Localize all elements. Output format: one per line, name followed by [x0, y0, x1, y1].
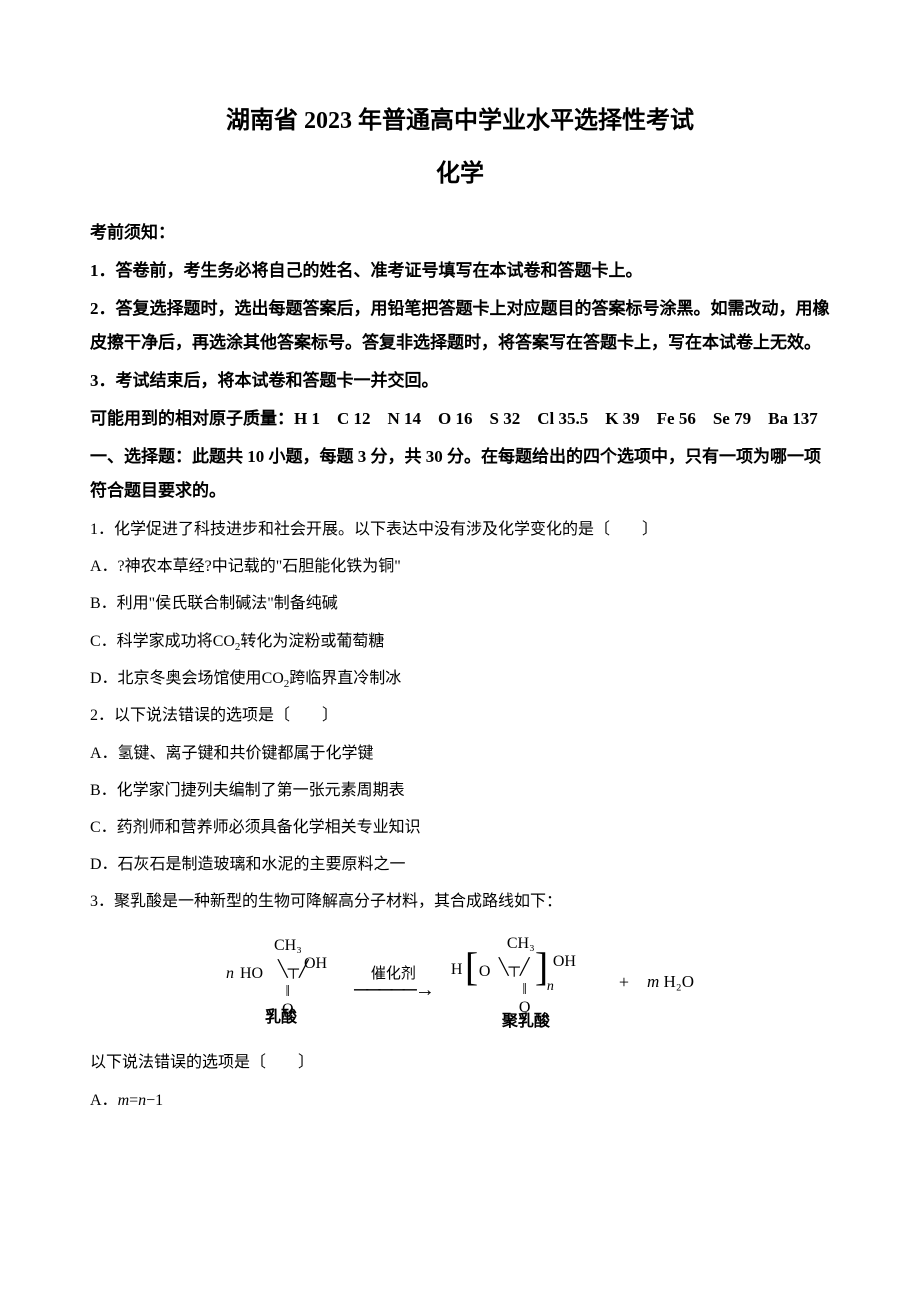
lactic-acid-structure: n HO CH₃ ╲┬╱ OH ‖O [226, 937, 336, 999]
exam-title-main: 湖南省 2023 年普通高中学业水平选择性考试 [90, 100, 830, 135]
q3-a-m: m [118, 1092, 130, 1109]
q1-option-b: B．利用"侯氏联合制碱法"制备纯碱 [90, 586, 830, 621]
water-product: m H₂O [647, 972, 694, 992]
polylactic-structure: H [ O CH₃ ╲┬╱ ‖O ] n OH [451, 933, 601, 1003]
q3-stem: 3．聚乳酸是一种新型的生物可降解高分子材料，其合成路线如下： [90, 884, 830, 919]
instructions-header: 考前须知： [90, 216, 830, 250]
q1-d-pre: D．北京冬奥会场馆使用 [90, 670, 262, 687]
q2-option-a: A．氢键、离子键和共价键都属于化学键 [90, 736, 830, 771]
instruction-item-2: 2．答复选择题时，选出每题答案后，用铅笔把答题卡上对应题目的答案标号涂黑。如需改… [90, 292, 830, 360]
exam-title-sub: 化学 [90, 153, 830, 188]
q1-option-a: A．?神农本草经?中记载的"石胆能化铁为铜" [90, 549, 830, 584]
co2-formula-2: CO [262, 670, 284, 687]
instruction-item-3: 3．考试结束后，将本试卷和答题卡一并交回。 [90, 364, 830, 398]
instruction-item-1: 1．答卷前，考生务必将自己的姓名、准考证号填写在本试卷和答题卡上。 [90, 254, 830, 288]
reactant-molecule: n HO CH₃ ╲┬╱ OH ‖O 乳酸 [226, 937, 336, 1027]
q1-c-post: 转化为淀粉或葡萄糖 [240, 633, 384, 650]
atomic-mass-line: 可能用到的相对原子质量：H 1 C 12 N 14 O 16 S 32 Cl 3… [90, 402, 830, 436]
q1-option-d: D．北京冬奥会场馆使用CO2跨临界直冷制冰 [90, 661, 830, 696]
q3-a-post: −1 [146, 1092, 163, 1109]
q2-option-c: C．药剂师和营养师必须具备化学相关专业知识 [90, 810, 830, 845]
product-molecule: H [ O CH₃ ╲┬╱ ‖O ] n OH 聚乳酸 [451, 933, 601, 1031]
section-1-header: 一、选择题：此题共 10 小题，每题 3 分，共 30 分。在每题给出的四个选项… [90, 440, 830, 508]
q3-reaction-scheme: n HO CH₃ ╲┬╱ OH ‖O 乳酸 催化剂 ─────→ H [ O C… [90, 933, 830, 1031]
reaction-arrow: 催化剂 ─────→ [354, 962, 433, 1002]
water-formula: H₂O [664, 972, 694, 991]
q1-c-pre: C．科学家成功将 [90, 633, 213, 650]
q1-option-c: C．科学家成功将CO2转化为淀粉或葡萄糖 [90, 624, 830, 659]
q3-followup: 以下说法错误的选项是〔 〕 [90, 1045, 830, 1080]
q3-a-pre: A． [90, 1092, 118, 1109]
q2-option-b: B．化学家门捷列夫编制了第一张元素周期表 [90, 773, 830, 808]
q2-stem: 2．以下说法错误的选项是〔 〕 [90, 698, 830, 733]
q3-a-eq: = [129, 1092, 138, 1109]
q2-option-d: D．石灰石是制造玻璃和水泥的主要原料之一 [90, 847, 830, 882]
q3-a-n: n [138, 1092, 146, 1109]
q3-option-a: A．m=n−1 [90, 1083, 830, 1118]
co2-formula: CO [213, 633, 235, 650]
q1-d-post: 跨临界直冷制冰 [289, 670, 401, 687]
q1-stem: 1．化学促进了科技进步和社会开展。以下表达中没有涉及化学变化的是〔 〕 [90, 512, 830, 547]
plus-sign: + [619, 972, 629, 993]
water-coeff: m [647, 972, 659, 991]
